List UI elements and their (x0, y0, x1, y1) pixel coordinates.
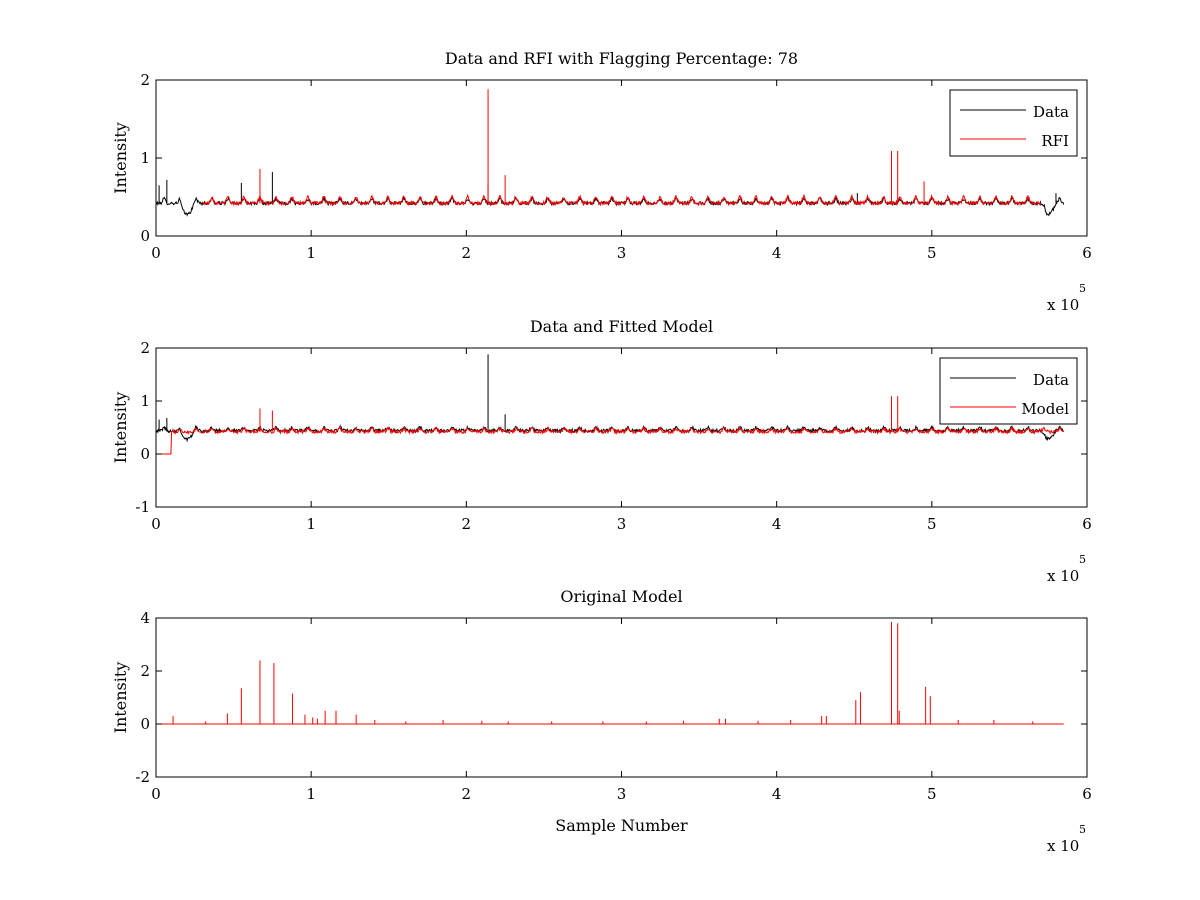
y-tick-label: 0 (140, 445, 150, 463)
y-tick-label: 0 (140, 227, 150, 245)
y-tick-label: 2 (140, 71, 150, 89)
x-tick-label: 1 (306, 785, 316, 803)
x-tick-label: 5 (927, 515, 937, 533)
legend-box (949, 89, 1078, 157)
legend: Data RFI (949, 89, 1078, 157)
x-tick-label: 5 (927, 244, 937, 262)
y-tick-label: 1 (140, 149, 150, 167)
x-tick-label: 0 (151, 515, 161, 533)
legend-entry-label: Model (1021, 400, 1069, 418)
plot-area (155, 79, 1088, 237)
x-tick-label: 1 (306, 244, 316, 262)
x-tick-label: 0 (151, 785, 161, 803)
x-scale-factor: x 10 (1047, 567, 1079, 585)
legend-entry-label: Data (1033, 371, 1069, 389)
x-tick-label: 6 (1082, 244, 1092, 262)
x-tick-label: 0 (151, 244, 161, 262)
x-tick-label: 3 (617, 515, 627, 533)
x-tick-label: 4 (772, 244, 782, 262)
legend-entry-label: RFI (1041, 132, 1069, 150)
y-axis-label: Intensity (111, 392, 130, 464)
y-tick-label: 2 (140, 662, 150, 680)
chart-title: Data and Fitted Model (530, 317, 713, 336)
y-tick-label: -2 (135, 768, 150, 786)
legend: Data Model (939, 357, 1078, 425)
y-tick-label: 4 (140, 609, 150, 627)
x-tick-label: 4 (772, 515, 782, 533)
x-tick-label: 2 (462, 244, 472, 262)
y-axis-label: Intensity (111, 122, 130, 194)
y-tick-label: 1 (140, 392, 150, 410)
chart-panel-1: 0 1 2 3 4 5 6 0 1 2 Data and RFI with Flagging Per… (111, 49, 1092, 314)
y-tick-label: 0 (140, 715, 150, 733)
x-scale-factor: x 10 (1047, 837, 1079, 855)
legend-entry-label: Data (1033, 103, 1069, 121)
x-tick-label: 6 (1082, 515, 1092, 533)
x-tick-label: 1 (306, 515, 316, 533)
x-tick-label: 3 (617, 244, 627, 262)
chart-title: Original Model (560, 587, 682, 606)
x-tick-label: 2 (462, 785, 472, 803)
x-scale-factor: x 10 (1047, 296, 1079, 314)
y-tick-label: -1 (135, 498, 150, 516)
plot-area (155, 617, 1088, 778)
y-axis-label: Intensity (111, 662, 130, 734)
x-tick-label: 6 (1082, 785, 1092, 803)
y-tick-label: 2 (140, 339, 150, 357)
chart-title: Data and RFI with Flagging Percentage: 7… (445, 49, 798, 68)
x-scale-exponent: 5 (1079, 282, 1086, 295)
legend-box (939, 357, 1078, 425)
x-axis-label: Sample Number (555, 816, 688, 835)
x-tick-label: 3 (617, 785, 627, 803)
x-scale-exponent: 5 (1079, 823, 1086, 836)
x-tick-label: 2 (462, 515, 472, 533)
series-line-model (156, 425, 1065, 455)
series-line-rfi (202, 193, 1041, 207)
x-scale-exponent: 5 (1079, 553, 1086, 566)
x-tick-label: 5 (927, 785, 937, 803)
x-tick-label: 4 (772, 785, 782, 803)
